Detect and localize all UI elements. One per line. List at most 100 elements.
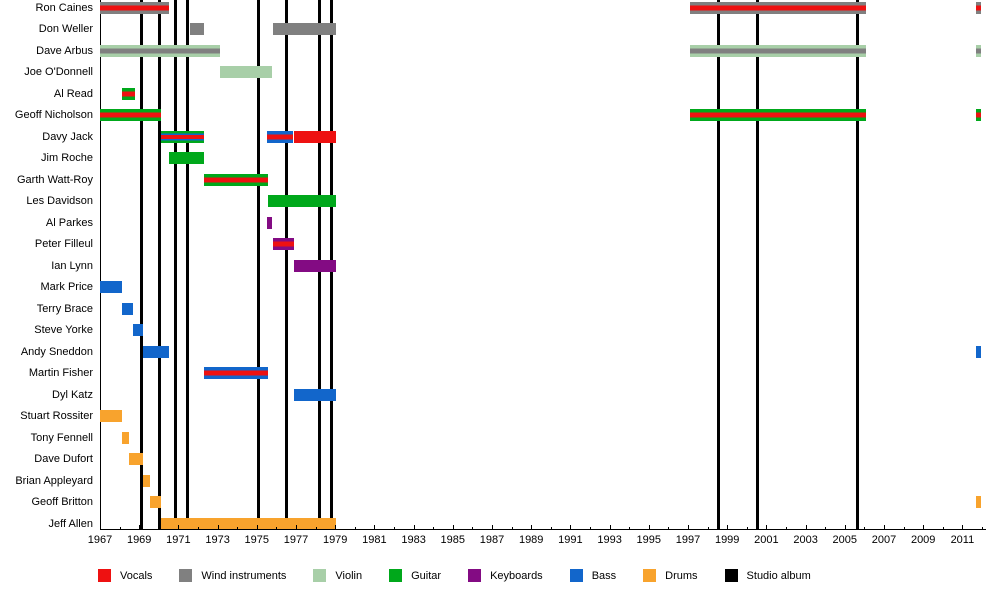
legend-label: Keyboards bbox=[490, 569, 543, 582]
x-axis-year-label: 2003 bbox=[793, 534, 818, 546]
member-label: Geoff Britton bbox=[31, 496, 93, 508]
x-axis-major-tick bbox=[256, 525, 258, 530]
member-label: Ian Lynn bbox=[51, 259, 93, 272]
member-tenure-bar bbox=[100, 410, 122, 422]
wind-color-swatch bbox=[179, 569, 193, 582]
x-axis-major-tick bbox=[884, 525, 885, 530]
x-axis-year-label: 1979 bbox=[322, 534, 348, 546]
x-axis-minor-tick bbox=[472, 527, 474, 530]
x-axis-minor-tick bbox=[433, 527, 435, 530]
x-axis-minor-tick bbox=[590, 527, 591, 530]
legend-item-violin: Violin bbox=[313, 569, 362, 582]
member-tenure-bar bbox=[976, 44, 981, 57]
x-axis-major-tick bbox=[335, 525, 337, 530]
member-tenure-bar bbox=[272, 238, 295, 250]
x-axis-minor-tick bbox=[942, 527, 944, 530]
member-tenure-bar bbox=[690, 109, 867, 121]
legend-item-album: Studio album bbox=[724, 569, 811, 582]
member-tenure-bar bbox=[143, 474, 150, 487]
member-label: Ron Caines bbox=[35, 1, 93, 14]
x-axis-minor-tick bbox=[198, 527, 199, 530]
x-axis-minor-tick bbox=[158, 527, 160, 530]
member-tenure-bar bbox=[143, 345, 169, 358]
member-label: Martin Fisher bbox=[28, 367, 93, 379]
x-axis-minor-tick bbox=[119, 527, 121, 530]
x-axis-year-label: 1981 bbox=[362, 534, 387, 546]
legend-label: Vocals bbox=[120, 569, 153, 582]
legend: Vocals Wind instruments Violin Guitar Keyboa… bbox=[98, 569, 811, 582]
x-axis-year-label: 2009 bbox=[910, 534, 936, 546]
studio-album-line bbox=[716, 0, 720, 529]
x-axis-year-label: 1973 bbox=[205, 534, 230, 546]
x-axis-major-tick bbox=[217, 525, 219, 530]
member-label: Brian Appleyard bbox=[15, 474, 93, 487]
studio-album-line bbox=[284, 0, 288, 529]
member-label: Dyl Katz bbox=[52, 388, 93, 401]
member-tenure-bar bbox=[976, 496, 981, 508]
member-tenure-bar bbox=[150, 496, 161, 508]
member-tenure-bar bbox=[129, 453, 144, 465]
x-axis-major-tick bbox=[139, 525, 141, 530]
legend-label: Violin bbox=[335, 569, 363, 582]
studio-album-line bbox=[174, 0, 177, 529]
x-axis-minor-tick bbox=[354, 527, 356, 530]
x-axis-year-label: 1989 bbox=[518, 534, 544, 546]
x-axis-minor-tick bbox=[864, 527, 866, 530]
legend-item-drums: Drums bbox=[643, 569, 698, 582]
y-axis-line bbox=[100, 0, 101, 529]
member-tenure-bar bbox=[100, 44, 220, 57]
x-axis-major-tick bbox=[609, 525, 611, 530]
member-tenure-bar bbox=[121, 431, 130, 444]
bass-color-swatch bbox=[569, 569, 583, 582]
x-axis-minor-tick bbox=[237, 527, 239, 530]
member-label: Steve Yorke bbox=[34, 324, 93, 336]
member-tenure-bar bbox=[293, 388, 337, 401]
x-axis-major-tick bbox=[923, 525, 925, 530]
x-axis-minor-tick bbox=[903, 527, 905, 530]
x-axis-major-tick bbox=[531, 525, 533, 530]
x-axis-major-tick bbox=[492, 525, 493, 530]
member-tenure-bar bbox=[190, 23, 204, 35]
x-axis-year-label: 1991 bbox=[558, 534, 583, 546]
x-axis-year-label: 1975 bbox=[244, 534, 270, 546]
x-axis-year-label: 2001 bbox=[754, 534, 779, 546]
member-label: Don Weller bbox=[38, 23, 93, 35]
studio-album-line bbox=[257, 0, 261, 529]
x-axis-year-label: 1983 bbox=[401, 534, 426, 546]
x-axis-minor-tick bbox=[825, 527, 827, 530]
member-tenure-bar bbox=[976, 1, 981, 14]
legend-item-keyboards: Keyboards bbox=[468, 569, 543, 582]
member-tenure-bar bbox=[976, 345, 981, 358]
guitar-color-swatch bbox=[389, 569, 403, 582]
studio-album-line bbox=[756, 0, 760, 529]
x-axis-year-label: 1969 bbox=[126, 534, 152, 546]
member-label: Les Davidson bbox=[26, 195, 93, 207]
x-axis-major-tick bbox=[570, 525, 572, 530]
x-axis-major-tick bbox=[727, 525, 729, 530]
vocals-color-swatch bbox=[98, 569, 111, 582]
x-axis-year-label: 1997 bbox=[675, 534, 701, 546]
legend-item-vocals: Vocals bbox=[98, 569, 152, 582]
legend-item-bass: Bass bbox=[569, 569, 617, 582]
x-axis-minor-tick bbox=[668, 527, 670, 530]
member-label: Garth Watt-Roy bbox=[17, 173, 93, 186]
x-axis-minor-tick bbox=[786, 527, 787, 530]
legend-label: Bass bbox=[591, 569, 617, 582]
studio-album-line bbox=[158, 0, 162, 529]
x-axis-year-label: 2011 bbox=[950, 534, 975, 546]
member-label: Mark Price bbox=[40, 281, 93, 293]
studio-album-line bbox=[139, 0, 143, 529]
member-label: Terry Brace bbox=[36, 302, 93, 315]
member-tenure-bar bbox=[266, 130, 294, 143]
x-axis-year-label: 1993 bbox=[597, 534, 622, 546]
x-axis-minor-tick bbox=[707, 527, 709, 530]
member-tenure-bar bbox=[160, 130, 204, 143]
drums-color-swatch bbox=[643, 569, 657, 582]
x-axis-minor-tick bbox=[511, 527, 513, 530]
album-color-swatch bbox=[724, 569, 738, 582]
x-axis-line bbox=[100, 529, 986, 530]
x-axis-year-label: 1967 bbox=[87, 534, 113, 546]
x-axis-major-tick bbox=[648, 525, 650, 530]
member-tenure-bar bbox=[219, 66, 273, 78]
